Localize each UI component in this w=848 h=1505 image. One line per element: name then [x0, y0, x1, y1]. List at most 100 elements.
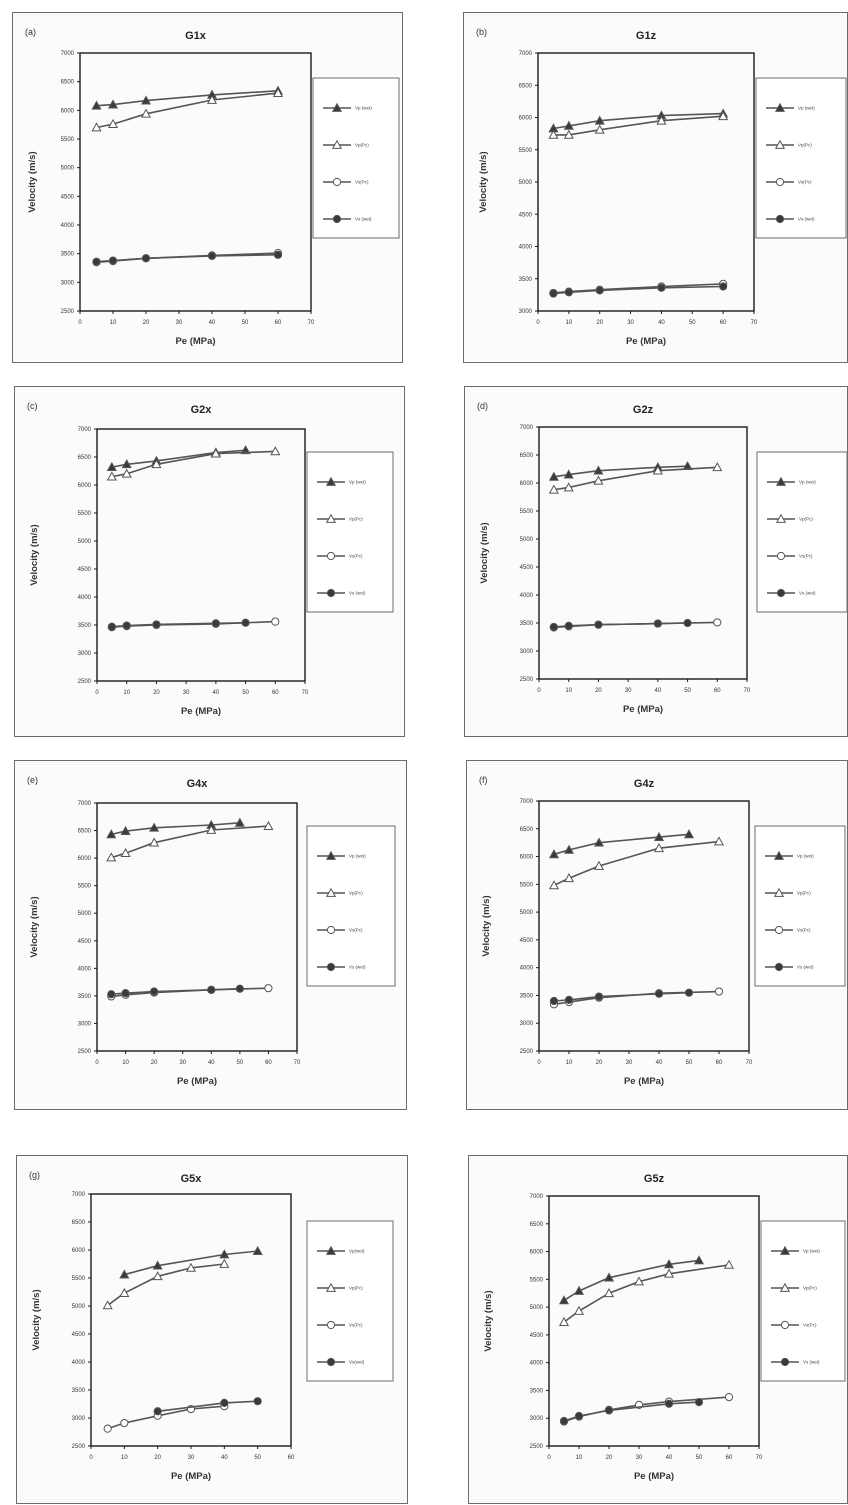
x-tick-label: 10 — [566, 320, 573, 326]
legend-marker — [331, 102, 343, 112]
y-tick-label: 6000 — [520, 855, 534, 861]
data-point-vp-pc — [149, 837, 160, 847]
x-axis-label: Pe (MPa) — [626, 336, 666, 347]
data-point-vs-wet — [108, 256, 118, 265]
y-tick-label: 7000 — [530, 1194, 544, 1200]
data-point-vp-pc — [723, 1259, 735, 1269]
legend-marker — [774, 925, 784, 935]
chart-title: G4x — [187, 778, 209, 790]
data-point-vs-wet — [564, 621, 573, 630]
x-tick-label: 50 — [689, 320, 696, 326]
chart-panel-g2x: (c) G2x 2500 3000 3500 4000 4500 5000 5500 6000 65… — [14, 386, 405, 737]
chart-panel-g2z: (d) G2z 2500 3000 3500 4000 4500 5000 5500 6000 65… — [464, 386, 848, 737]
chart-svg-g5z: G5z 2500 3000 3500 4000 4500 5000 5500 6000 6500 7… — [483, 1173, 846, 1482]
x-tick-label: 70 — [294, 1060, 301, 1066]
series-vs-pc — [92, 248, 283, 267]
y-tick-label: 6000 — [520, 481, 534, 487]
legend-marker — [779, 1282, 791, 1292]
y-tick-label: 2500 — [520, 1049, 534, 1055]
data-point-vs-wet — [207, 251, 217, 261]
data-point-vp-pc — [603, 1287, 615, 1298]
series-line-vp-pc — [553, 466, 718, 491]
legend-marker — [775, 214, 785, 224]
panel-letter: (g) — [29, 1170, 40, 1180]
legend-box — [760, 1220, 846, 1382]
data-point-vp-wet — [91, 100, 102, 110]
y-tick-label: 5000 — [61, 166, 75, 172]
data-point-vp-pc — [652, 465, 663, 475]
y-tick-label: 3000 — [78, 1021, 92, 1027]
x-tick-label: 20 — [151, 1060, 158, 1066]
y-tick-label: 4000 — [520, 593, 534, 599]
y-axis-label: Velocity (m/s) — [29, 524, 40, 585]
series-line-vp-wet — [553, 833, 690, 856]
x-tick-label: 60 — [265, 1060, 272, 1066]
series-line-vp-pc — [107, 1263, 225, 1307]
x-tick-label: 0 — [95, 1060, 99, 1066]
x-tick-label: 70 — [756, 1455, 763, 1461]
legend-marker — [326, 962, 336, 972]
data-point-vs-wet — [107, 990, 116, 999]
y-tick-label: 3500 — [520, 993, 534, 999]
data-point-vp-pc — [206, 824, 217, 834]
y-tick-label: 5500 — [78, 511, 92, 517]
data-point-vp-pc — [151, 459, 162, 469]
y-tick-label: 5000 — [520, 910, 534, 916]
x-tick-label: 60 — [714, 688, 721, 694]
x-tick-label: 70 — [308, 320, 315, 326]
legend-label: Vs (wet) — [349, 591, 366, 596]
y-tick-label: 6000 — [530, 1250, 544, 1256]
legend: Vp (wet) Vp(Pc) Vs(Pc) Vs (wet) — [306, 451, 394, 613]
legend-marker — [325, 1245, 337, 1255]
legend-box — [312, 77, 400, 239]
x-tick-label: 20 — [596, 320, 603, 326]
data-point-vp-wet — [663, 1259, 675, 1269]
data-point-vp-wet — [140, 95, 152, 105]
x-tick-label: 70 — [302, 690, 309, 696]
data-point-vp-wet — [563, 120, 574, 130]
legend: Vp (wet) Vp(Pc) Vs(Pc) Vs (wet) — [312, 77, 400, 239]
y-tick-label: 4500 — [520, 938, 534, 944]
data-point-vp-wet — [121, 459, 132, 469]
data-point-vp-pc — [563, 872, 575, 883]
legend-marker — [775, 513, 787, 523]
legend-box — [756, 451, 848, 613]
data-point-vp-wet — [107, 99, 119, 109]
y-tick-label: 3500 — [78, 994, 92, 1000]
y-tick-label: 4000 — [78, 966, 92, 972]
data-point-vs-wet — [549, 996, 559, 1006]
x-axis-label: Pe (MPa) — [181, 706, 221, 717]
legend-label: Vp (wet) — [803, 1249, 820, 1254]
legend-label: Vs(Pc) — [803, 1323, 817, 1328]
series-line-vs-wet — [157, 1400, 258, 1413]
y-tick-label: 5500 — [520, 882, 534, 888]
chart-panel-g5z: G5z 2500 3000 3500 4000 4500 5000 5500 6000 6500 7… — [468, 1155, 848, 1504]
chart-svg-g2z: (d) G2z 2500 3000 3500 4000 4500 5000 5500 6000 65… — [477, 401, 848, 715]
y-tick-label: 6500 — [519, 83, 533, 89]
plot-area — [538, 426, 748, 680]
y-tick-label: 4500 — [61, 194, 75, 200]
y-axis-label: Velocity (m/s) — [29, 896, 40, 957]
data-point-vs-wet — [657, 283, 666, 292]
x-tick-label: 60 — [275, 320, 282, 326]
x-tick-label: 50 — [254, 1455, 261, 1461]
x-tick-label: 30 — [636, 1455, 643, 1461]
data-point-vp-wet — [548, 471, 559, 481]
data-point-vs-wet — [664, 1399, 674, 1408]
legend-label: Vs(Pc) — [355, 180, 369, 185]
data-point-vs-wet — [564, 288, 573, 297]
x-tick-label: 50 — [242, 690, 249, 696]
legend-label: Vs(Pc) — [349, 1323, 363, 1328]
data-point-vp-pc — [206, 94, 218, 104]
legend-entry: Vp(Pc) — [766, 139, 812, 149]
legend-marker — [774, 102, 786, 112]
data-point-vp-pc — [656, 115, 667, 125]
chart-title: G5z — [644, 1173, 665, 1185]
chart-panel-g1z: (b) G1z 3000 3500 4000 4500 5000 5500 6000 6500 70… — [463, 12, 848, 363]
panel-letter: (f) — [479, 775, 488, 785]
x-tick-label: 50 — [696, 1455, 703, 1461]
legend-label: Vs (wet) — [799, 591, 816, 596]
data-point-vs-wet — [152, 620, 161, 629]
x-tick-label: 50 — [684, 688, 691, 694]
chart-svg-g4z: (f) G4z 2500 3000 3500 4000 4500 5000 5500 6000 65… — [479, 775, 846, 1087]
